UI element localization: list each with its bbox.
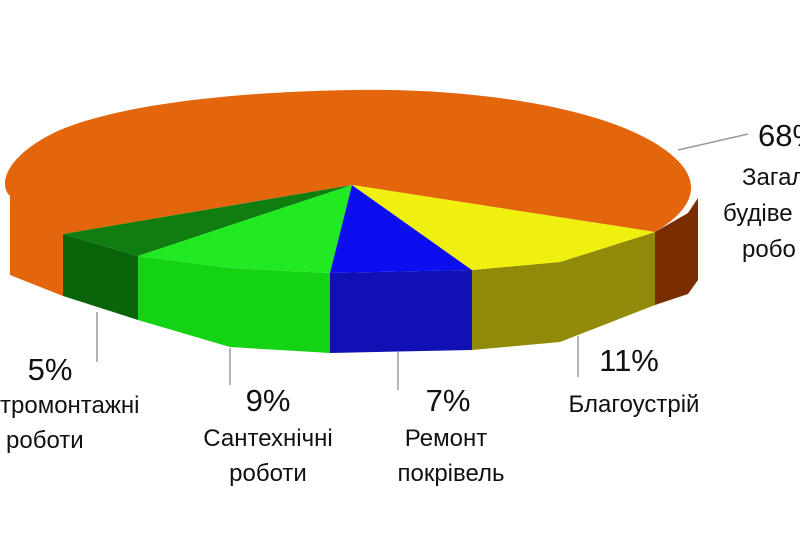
slice-label-blahoustrii: Благоустрій (569, 391, 700, 418)
leader-line-zahalnobudivelni (677, 133, 749, 151)
slice-label-elektromontazhni-line1: тромонтажні (0, 392, 140, 419)
slice-label-elektromontazhni-line2: роботи (6, 427, 84, 454)
slice-label-zahalnobudivelni-line1: Загал (742, 164, 800, 191)
slice-side-blahoustrii (472, 232, 655, 350)
value-label-zahalnobudivelni: 68% (758, 118, 800, 153)
leader-lines (96, 133, 749, 390)
slice-top-zahalnobudivelni (5, 89, 692, 234)
value-label-blahoustrii: 11% (599, 343, 659, 378)
slice-side-zahalnobudivelni-right (655, 198, 698, 305)
slice-side-santekhnichni (138, 256, 330, 353)
slice-label-santekhnichni-line2: роботи (229, 460, 307, 487)
slice-label-zahalnobudivelni-line2: будіве (723, 200, 793, 227)
value-label-elektromontazhni: 5% (28, 352, 73, 387)
slice-side-elektromontazhni (63, 234, 138, 320)
slice-top-elektromontazhni (63, 185, 352, 256)
slice-label-remont-pokrivel-line1: Ремонт (405, 425, 487, 452)
value-label-santekhnichni: 9% (246, 383, 291, 418)
slice-label-santekhnichni-line1: Сантехнічні (203, 425, 332, 452)
slice-label-zahalnobudivelni-line3: робо (742, 236, 796, 263)
slice-top-remont-pokrivel (330, 185, 472, 273)
slice-side-remont-pokrivel (330, 270, 472, 353)
slice-top-santekhnichni (138, 185, 352, 273)
value-label-remont-pokrivel: 7% (426, 383, 471, 418)
slice-top-blahoustrii (352, 185, 655, 270)
slice-side-zahalnobudivelni-left (10, 196, 63, 296)
slice-label-remont-pokrivel-line2: покрівель (397, 460, 504, 487)
